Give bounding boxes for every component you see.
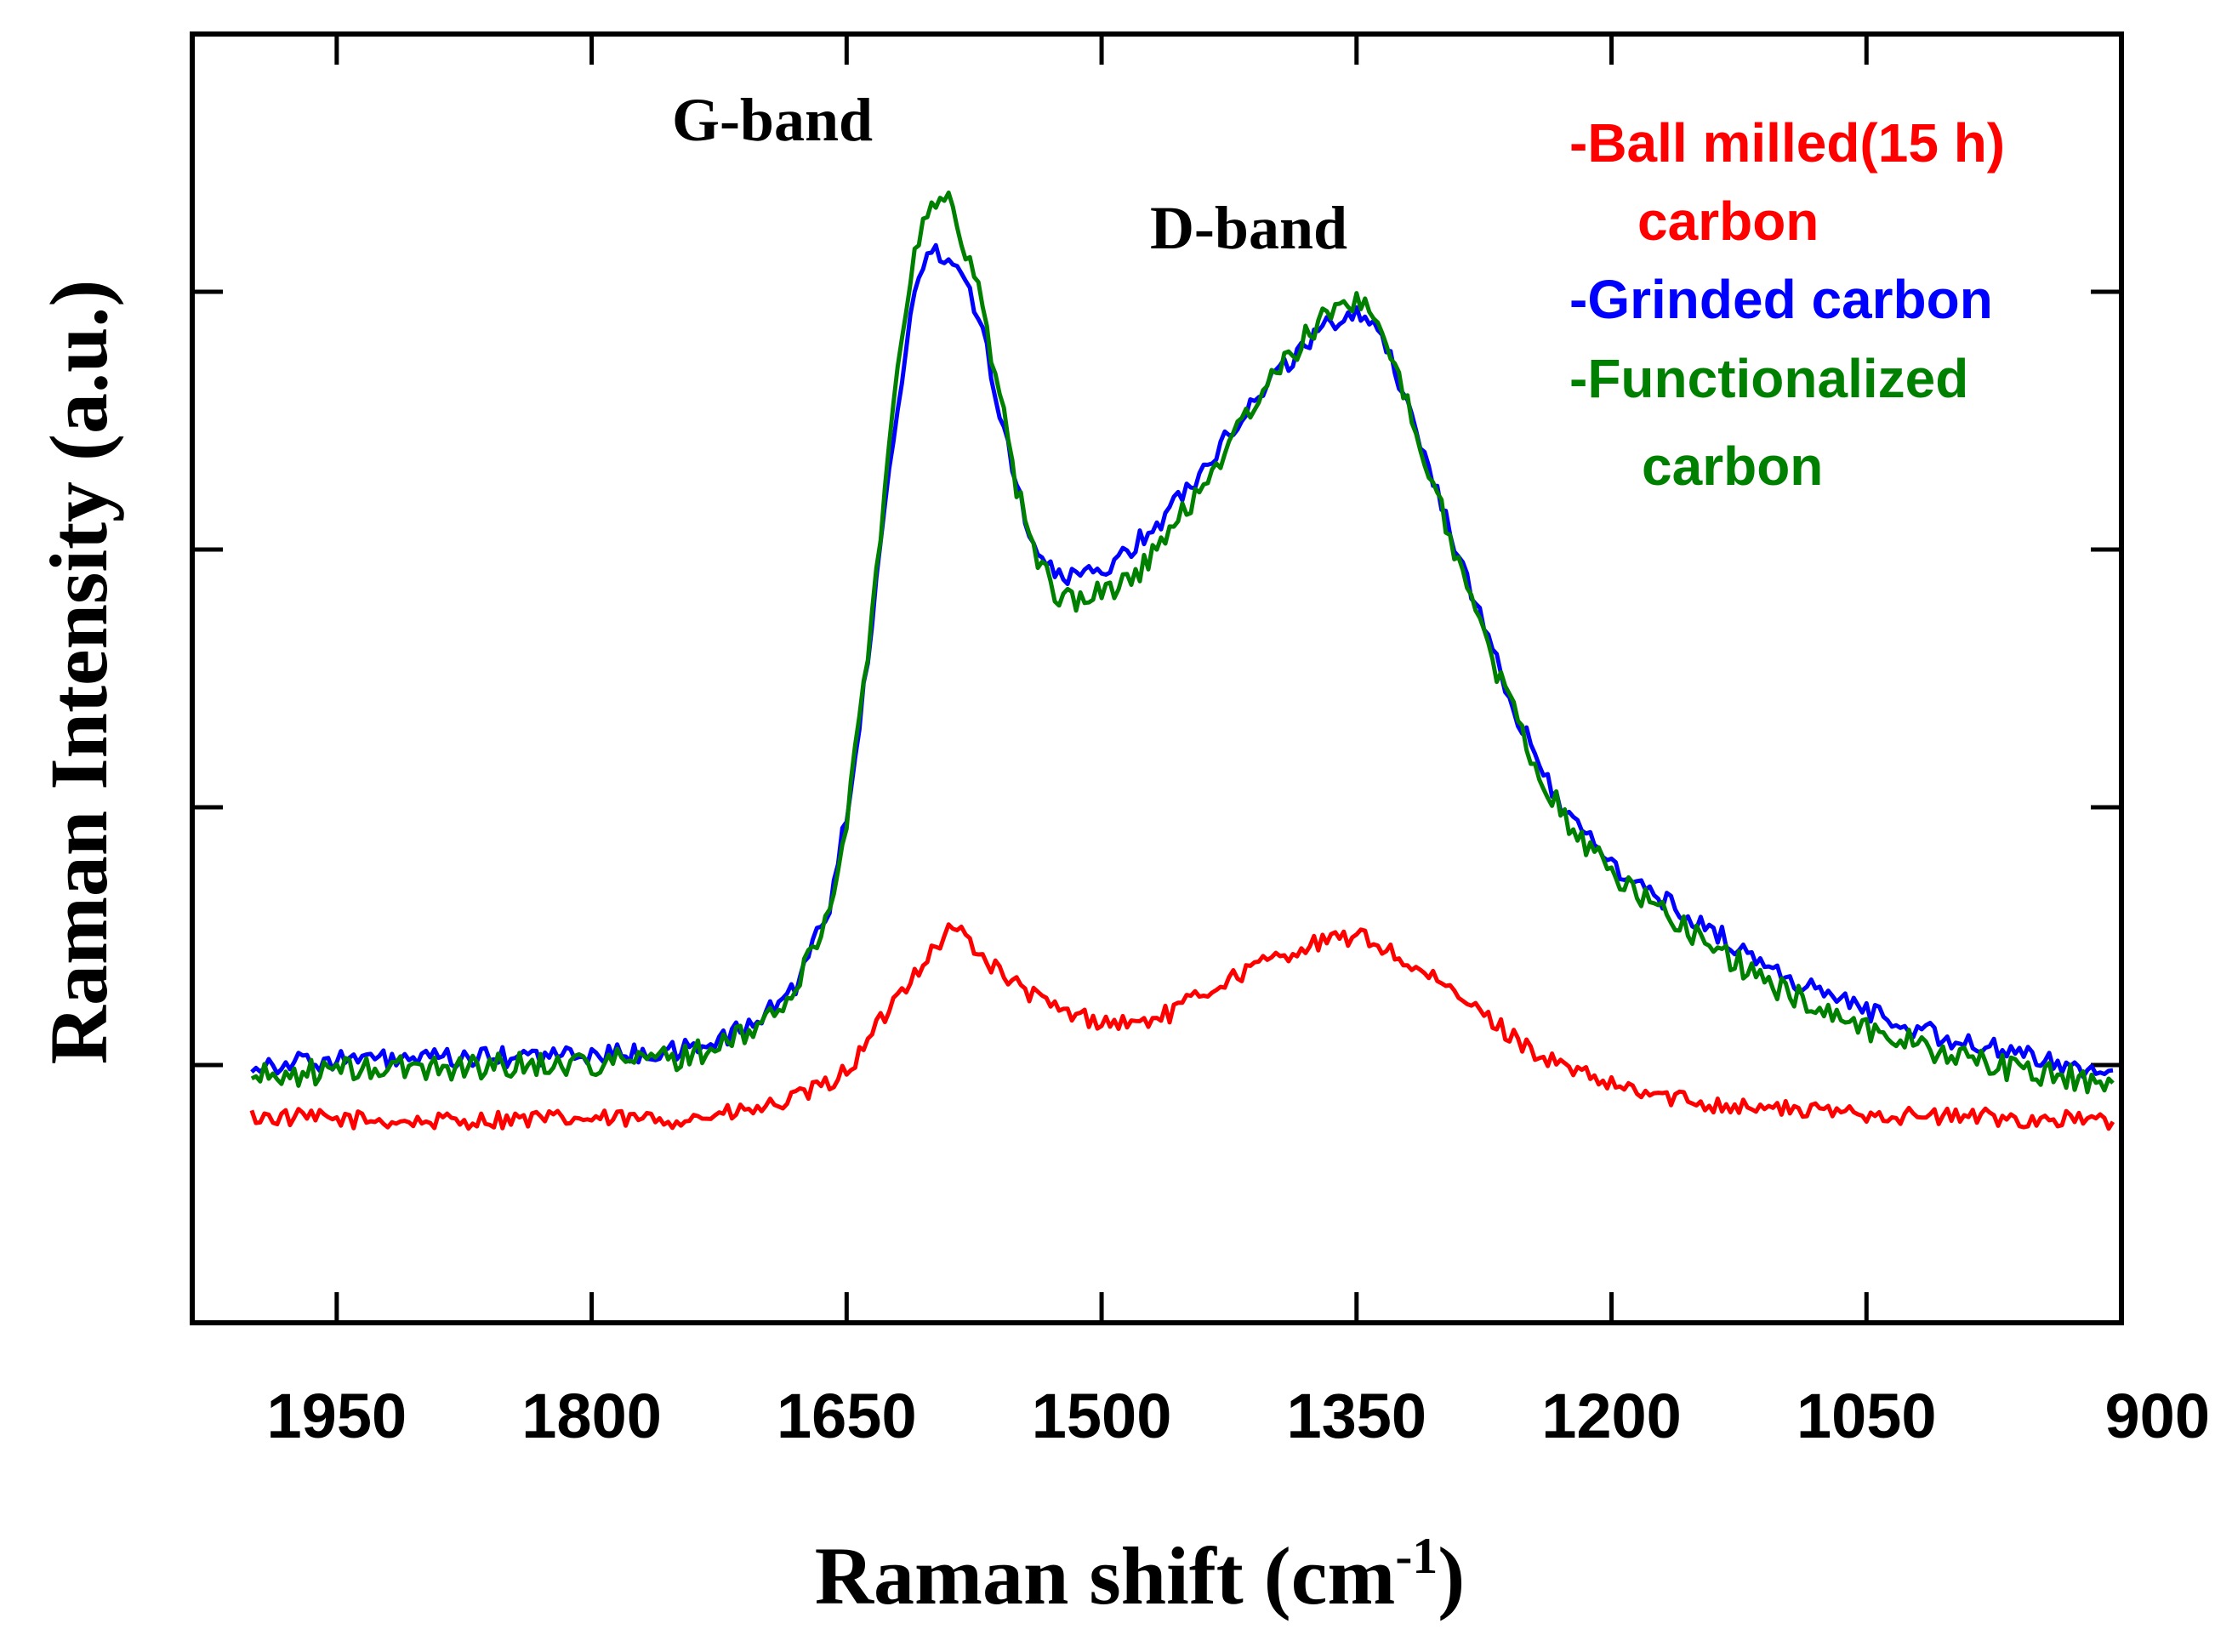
legend-entry-functionalized: -Functionalized <box>1569 348 1968 409</box>
x-axis-title-main: Raman shift (cm <box>815 1530 1396 1621</box>
x-tick-label-1800: 1800 <box>521 1381 662 1451</box>
tick-layer <box>192 34 2124 1323</box>
series-line-functionalized-carbon <box>250 191 2115 1095</box>
x-axis-title-close: ) <box>1438 1530 1465 1621</box>
legend-entry-ball-milled: -Ball milled(15 h) <box>1569 112 2005 174</box>
x-tick-label-900: 900 <box>2105 1381 2210 1451</box>
x-tick-label-1050: 1050 <box>1796 1381 1937 1451</box>
series-layer <box>249 191 2115 1131</box>
x-axis-title-sup: -1 <box>1395 1528 1438 1584</box>
series-line-ball-milled-15-h-carbon <box>249 922 2115 1131</box>
x-tick-label-1350: 1350 <box>1286 1381 1426 1451</box>
series-line-grinded-carbon <box>250 242 2114 1079</box>
x-tick-label-1500: 1500 <box>1032 1381 1172 1451</box>
y-axis-title: Raman Intensity (a.u.) <box>33 280 124 1065</box>
legend-entry-ball-milled-cont: carbon <box>1637 191 1819 252</box>
plot-frame <box>190 31 2124 1325</box>
x-axis-title: Raman shift (cm-1) <box>815 1528 1466 1621</box>
d-band-annotation: D-band <box>1150 194 1347 262</box>
x-tick-label-1200: 1200 <box>1541 1381 1682 1451</box>
g-band-annotation: G-band <box>672 86 873 154</box>
x-tick-label-1950: 1950 <box>267 1381 407 1451</box>
legend-entry-functionalized-cont: carbon <box>1642 436 1823 497</box>
x-tick-labels: 1950 1800 1650 1500 1350 1200 1050 900 <box>267 1381 2210 1451</box>
x-tick-label-1650: 1650 <box>777 1381 917 1451</box>
legend: -Ball milled(15 h) carbon -Grinded carbo… <box>1569 112 2005 497</box>
legend-entry-grinded: -Grinded carbon <box>1569 269 1993 330</box>
